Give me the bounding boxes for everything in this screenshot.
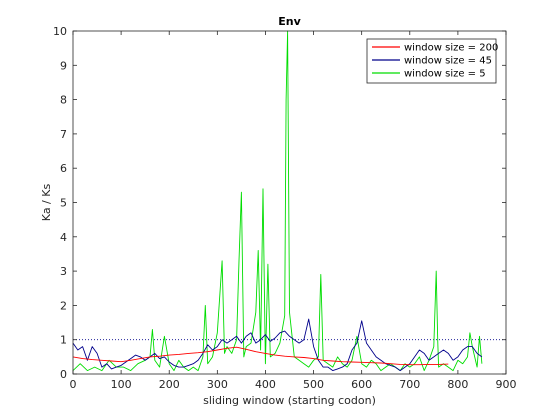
x-tick-label: 900 <box>496 378 517 391</box>
y-tick-label: 7 <box>60 128 67 141</box>
series-line-3 <box>72 30 483 372</box>
y-axis-label: Ka / Ks <box>40 184 53 222</box>
axis-ticks: 0 100 200 300 400 500 600 700 800 900 0 1 2 3 4 5 6 7 8 9 10 <box>53 25 517 391</box>
plot-area <box>72 30 506 372</box>
y-tick-label: 5 <box>60 197 67 210</box>
x-tick-label: 400 <box>255 378 276 391</box>
y-tick-label: 4 <box>60 231 67 244</box>
y-tick-label: 8 <box>60 94 67 107</box>
y-tick-label: 10 <box>53 25 67 38</box>
y-tick-label: 9 <box>60 59 67 72</box>
legend-label: window size = 200 <box>404 43 498 54</box>
x-tick-label: 600 <box>351 378 372 391</box>
y-tick-label: 0 <box>60 368 67 381</box>
legend: window size = 200 window size = 45 window … <box>366 38 498 84</box>
y-tick-label: 6 <box>60 162 67 175</box>
x-axis-label: sliding window (starting codon) <box>203 394 376 407</box>
x-tick-label: 700 <box>399 378 420 391</box>
x-tick-label: 0 <box>70 378 77 391</box>
y-tick-label: 3 <box>60 265 67 278</box>
x-tick-label: 800 <box>447 378 468 391</box>
series-line-1 <box>72 346 449 366</box>
legend-label: window size = 5 <box>404 69 486 80</box>
legend-label: window size = 45 <box>404 56 492 67</box>
x-tick-label: 300 <box>207 378 228 391</box>
x-tick-label: 100 <box>111 378 132 391</box>
x-tick-label: 500 <box>303 378 324 391</box>
y-tick-label: 2 <box>60 299 67 312</box>
legend-box <box>366 38 497 84</box>
series-line-2 <box>72 318 483 372</box>
x-tick-label: 200 <box>159 378 180 391</box>
y-tick-label: 1 <box>60 334 67 347</box>
chart-title: Env <box>278 15 301 28</box>
